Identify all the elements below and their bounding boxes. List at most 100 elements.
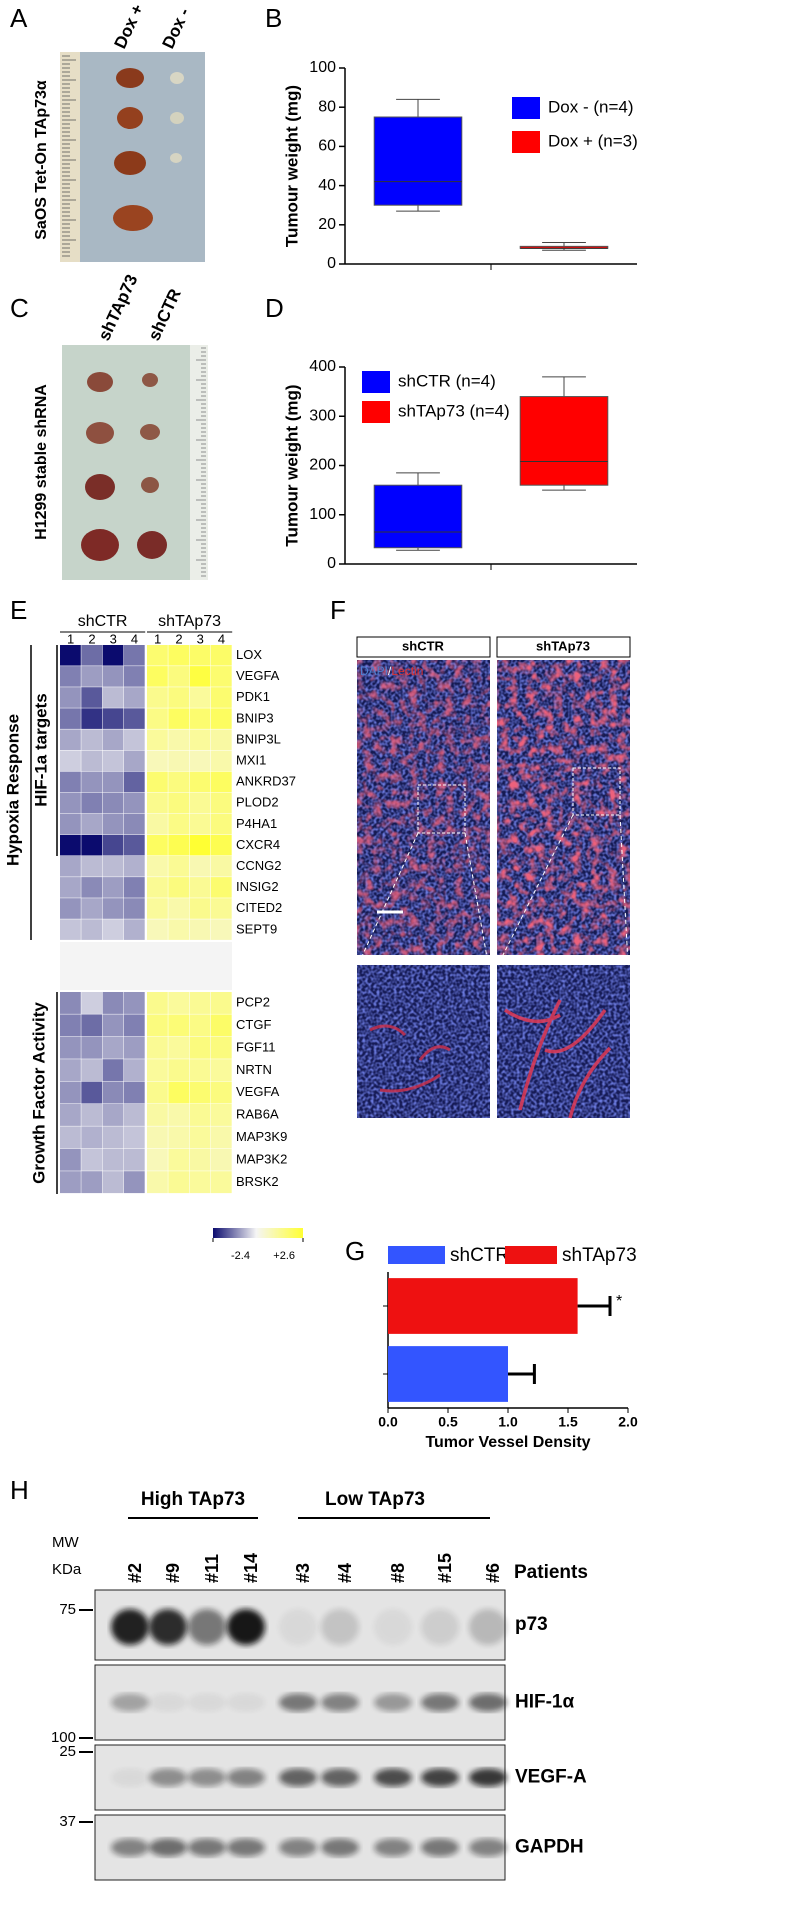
heat-cell bbox=[123, 1171, 145, 1194]
heat-cell bbox=[189, 919, 211, 940]
heat-cell bbox=[168, 1036, 190, 1059]
gene-label: CTGF bbox=[236, 1017, 271, 1032]
band bbox=[149, 1768, 187, 1787]
sample-label: shTAp73 bbox=[158, 613, 221, 630]
legend-swatch bbox=[362, 371, 390, 393]
band bbox=[188, 1609, 226, 1645]
gene-label: FGF11 bbox=[236, 1039, 276, 1054]
heat-cell bbox=[60, 792, 81, 814]
heat-cell bbox=[81, 1171, 103, 1194]
blots bbox=[94, 1589, 507, 1881]
heat-cell bbox=[168, 1081, 190, 1104]
legend-label: Dox - (n=4) bbox=[548, 97, 634, 116]
heat-cell bbox=[123, 687, 145, 708]
band bbox=[321, 1838, 359, 1857]
heat-cell bbox=[168, 1059, 190, 1082]
heat-cell bbox=[168, 1126, 190, 1149]
blot-label: p73 bbox=[515, 1614, 548, 1635]
heat-cell bbox=[210, 729, 232, 750]
group-label: High TAp73 bbox=[141, 1489, 245, 1510]
heat-cell bbox=[81, 645, 103, 666]
heat-cell bbox=[123, 1081, 145, 1104]
heat-cell bbox=[81, 856, 103, 877]
band bbox=[149, 1609, 187, 1645]
panel-label: F bbox=[330, 595, 346, 625]
heat-cell bbox=[102, 645, 124, 666]
stain-part: DAPI bbox=[360, 664, 388, 678]
heat-cell bbox=[189, 992, 211, 1014]
heat-cell bbox=[189, 898, 211, 919]
legend-label: shTAp73 (n=4) bbox=[398, 401, 510, 420]
heat-cell bbox=[210, 813, 232, 835]
replicate-label: 3 bbox=[197, 631, 204, 646]
heat-cell bbox=[60, 1126, 81, 1149]
lane-label: #11 bbox=[202, 1554, 222, 1583]
box bbox=[519, 396, 609, 486]
side-label: SaOS Tet-On TAp73α bbox=[33, 80, 50, 240]
legend-swatch bbox=[512, 131, 540, 153]
heat-cell bbox=[210, 1104, 232, 1126]
heat-cell bbox=[60, 1036, 81, 1059]
panel-label: D bbox=[265, 293, 284, 323]
heat-cell bbox=[147, 1036, 168, 1059]
band bbox=[149, 1693, 187, 1712]
heat-cell bbox=[60, 750, 81, 772]
gene-label: BNIP3L bbox=[236, 731, 281, 746]
gene-label: MAP3K9 bbox=[236, 1129, 287, 1144]
heat-cell bbox=[168, 1171, 190, 1194]
replicate-label: 2 bbox=[175, 631, 182, 646]
y-tick-label: 100 bbox=[309, 59, 336, 76]
heat-cell bbox=[81, 1081, 103, 1104]
gene-label: ANKRD37 bbox=[236, 774, 296, 789]
heat-cell bbox=[168, 1014, 190, 1037]
heat-cell bbox=[102, 687, 124, 708]
y-tick-label: 0 bbox=[327, 255, 336, 272]
side-label: H1299 stable shRNA bbox=[33, 384, 50, 540]
box bbox=[373, 484, 463, 549]
blot-label: GAPDH bbox=[515, 1837, 584, 1858]
group-label: Hypoxia Response bbox=[3, 714, 22, 866]
heat-cell bbox=[210, 771, 232, 793]
heat-cell bbox=[60, 1014, 81, 1037]
heat-cell bbox=[189, 1126, 211, 1149]
colorbar-label: +2.6 bbox=[273, 1250, 295, 1262]
heat-cell bbox=[147, 1126, 168, 1149]
heat-cell bbox=[147, 919, 168, 940]
mw-marker: 100 bbox=[51, 1729, 76, 1746]
heat-cell bbox=[168, 771, 190, 793]
heat-cell bbox=[60, 1148, 81, 1171]
heat-cell bbox=[81, 877, 103, 898]
band bbox=[469, 1609, 507, 1645]
heat-cell bbox=[210, 645, 232, 666]
kda-label: KDa bbox=[52, 1561, 82, 1578]
heat-cell bbox=[168, 856, 190, 877]
gene-label: CITED2 bbox=[236, 900, 282, 915]
heat-cell bbox=[210, 1014, 232, 1037]
heat-cell bbox=[189, 792, 211, 814]
heat-cell bbox=[60, 919, 81, 940]
gene-label: PLOD2 bbox=[236, 795, 279, 810]
band bbox=[279, 1693, 317, 1712]
band bbox=[374, 1693, 412, 1712]
heat-cell bbox=[147, 1014, 168, 1037]
heat-cell bbox=[147, 708, 168, 729]
heat-cell bbox=[147, 898, 168, 919]
heat-cell bbox=[168, 834, 190, 856]
heat-cell bbox=[210, 856, 232, 877]
x-tick-label: 1.5 bbox=[558, 1414, 578, 1430]
heat-cell bbox=[168, 687, 190, 708]
band bbox=[227, 1768, 265, 1787]
lane-label: #3 bbox=[293, 1563, 313, 1583]
gene-label: LOX bbox=[236, 647, 262, 662]
heat-cell bbox=[189, 1081, 211, 1104]
heat-cell bbox=[189, 1104, 211, 1126]
column-label: shCTR bbox=[402, 638, 445, 653]
lane-label: #14 bbox=[241, 1553, 261, 1583]
x-tick-label: 1.0 bbox=[498, 1414, 518, 1430]
legend-swatch bbox=[505, 1246, 557, 1264]
stain-part: / bbox=[388, 664, 392, 678]
heat-cell bbox=[81, 708, 103, 729]
y-tick-label: 20 bbox=[318, 216, 336, 233]
lane-label: #4 bbox=[335, 1563, 355, 1583]
heat-cell bbox=[210, 1148, 232, 1171]
